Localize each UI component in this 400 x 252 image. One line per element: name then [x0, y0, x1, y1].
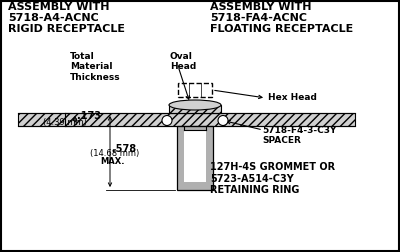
- Text: ASSEMBLY WITH: ASSEMBLY WITH: [210, 2, 312, 12]
- Bar: [18, 113, 355, 126]
- Text: 5718-A4-ACNC: 5718-A4-ACNC: [8, 13, 99, 23]
- Text: Oval
Head: Oval Head: [170, 52, 196, 71]
- Bar: [169, 105, 221, 113]
- Text: 127H-4S GROMMET OR
5723-A514-C3Y
RETAINING RING: 127H-4S GROMMET OR 5723-A514-C3Y RETAINI…: [210, 162, 335, 195]
- Circle shape: [162, 115, 172, 125]
- Bar: [178, 83, 212, 97]
- Ellipse shape: [169, 100, 221, 110]
- Bar: [184, 130, 206, 182]
- Circle shape: [218, 115, 228, 125]
- Text: FLOATING RECEPTACLE: FLOATING RECEPTACLE: [210, 24, 353, 34]
- Text: (4.39 mm): (4.39 mm): [43, 117, 87, 127]
- Text: MAX.: MAX.: [100, 157, 124, 166]
- Bar: [178, 83, 212, 97]
- Text: .173: .173: [77, 111, 101, 121]
- Text: Total
Material
Thickness: Total Material Thickness: [70, 52, 121, 82]
- Text: ASSEMBLY WITH: ASSEMBLY WITH: [8, 2, 110, 12]
- Text: RIGID RECEPTACLE: RIGID RECEPTACLE: [8, 24, 125, 34]
- Text: 5718-FA4-ACNC: 5718-FA4-ACNC: [210, 13, 307, 23]
- Text: (14.68 mm): (14.68 mm): [90, 149, 139, 158]
- Bar: [177, 126, 213, 190]
- Text: Hex Head: Hex Head: [268, 93, 317, 103]
- Bar: [177, 126, 213, 190]
- Text: 5718-F4-3-C3Y
SPACER: 5718-F4-3-C3Y SPACER: [262, 126, 336, 145]
- Text: .578: .578: [112, 144, 136, 154]
